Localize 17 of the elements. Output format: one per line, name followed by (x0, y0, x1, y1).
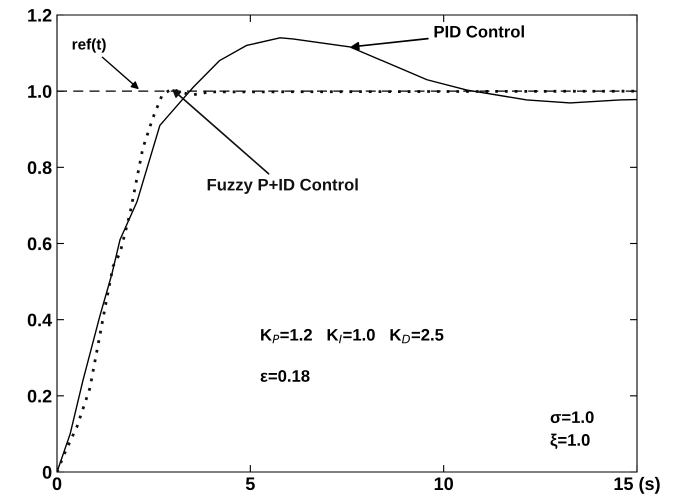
y-tick-label: 1.0 (28, 85, 52, 98)
y-tick-label: 0 (42, 466, 52, 479)
x-tick-label: 15 (s) (614, 476, 660, 494)
annotation: ε=0.18 (260, 370, 310, 382)
annotation: σ=1.0 ξ=1.0 (550, 411, 594, 449)
y-tick-label: 0.6 (28, 237, 52, 250)
ref-line-label: ref(t) (72, 38, 106, 53)
annotation: K$_{P}$=1.2 K$_{I}$=1.0 K$_{D}$=2.5 (261, 328, 444, 344)
y-tick-label: 0.2 (28, 390, 52, 403)
y-tick-label: 0.8 (28, 161, 52, 174)
x-tick-label: 10 (434, 477, 453, 490)
legend-label: PID Control (434, 25, 524, 38)
text: Fuzzy P+ID Control (208, 178, 358, 194)
y-tick-label: 1.2 (28, 8, 52, 22)
x-tick-label: 5 (246, 478, 255, 490)
x-tick-label: 0 (52, 477, 62, 490)
y-tick-label: 0.4 (28, 314, 52, 326)
